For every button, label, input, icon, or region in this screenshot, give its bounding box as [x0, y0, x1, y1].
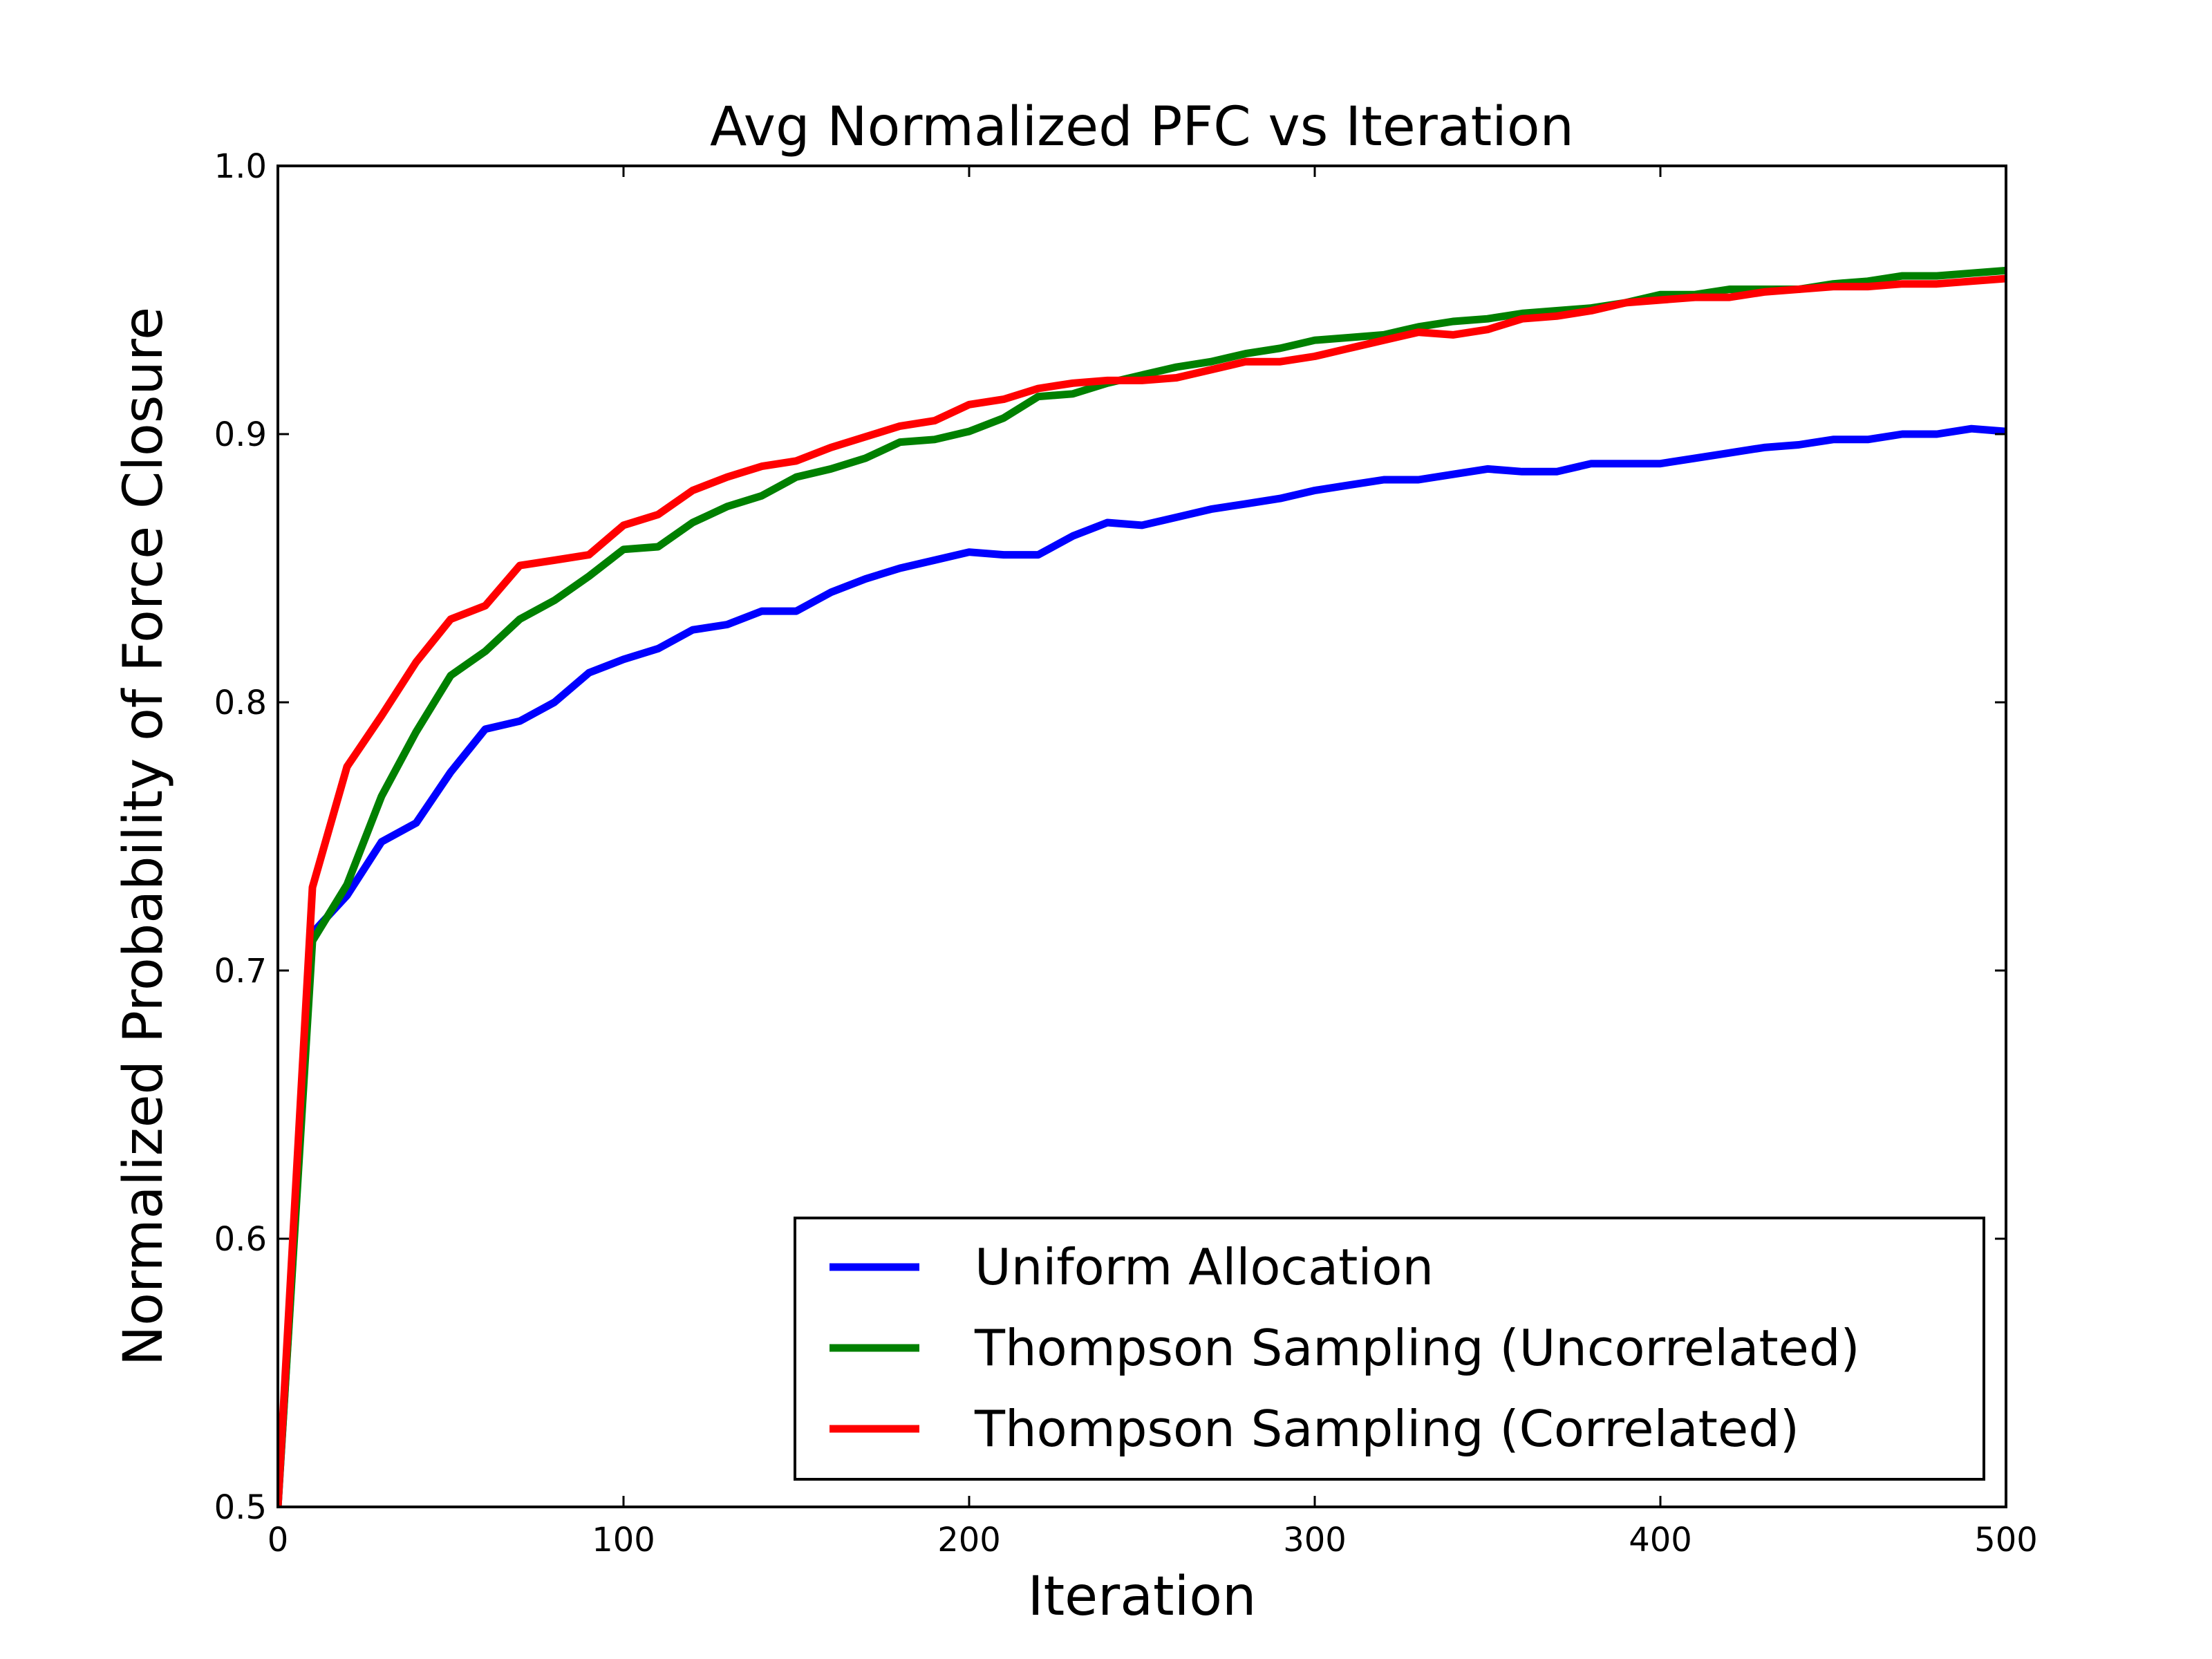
y-tick-label: 0.5 [214, 1488, 267, 1527]
x-tick-label: 100 [592, 1521, 655, 1559]
x-tick-label: 0 [268, 1521, 289, 1559]
series-line-3 [278, 274, 2006, 1507]
series-line-2 [278, 266, 2006, 1507]
legend: Uniform Allocation Thompson Sampling (Unc… [794, 1217, 1985, 1481]
legend-label-2: Thompson Sampling (Uncorrelated) [974, 1319, 1860, 1377]
legend-entries: Uniform Allocation Thompson Sampling (Unc… [830, 1238, 1860, 1458]
chart-title: Avg Normalized PFC vs Iteration [710, 96, 1574, 158]
ticks-layer: 0 100 200 300 400 500 0.5 0.6 0.7 0.8 0.9 1.0 [214, 147, 2038, 1559]
legend-label-3: Thompson Sampling (Correlated) [974, 1400, 1799, 1458]
x-tick-label: 300 [1283, 1521, 1347, 1559]
y-tick-label: 1.0 [214, 147, 267, 186]
x-tick-label: 200 [937, 1521, 1001, 1559]
y-tick-label: 0.6 [214, 1220, 267, 1259]
y-tick-label: 0.9 [214, 415, 267, 454]
x-axis-label: Iteration [1028, 1566, 1257, 1628]
series-line-1 [278, 424, 2006, 1507]
x-tick-label: 400 [1629, 1521, 1692, 1559]
series-layer [278, 266, 2006, 1507]
x-tick-label: 500 [1974, 1521, 2038, 1559]
y-tick-label: 0.8 [214, 684, 267, 722]
legend-label-1: Uniform Allocation [975, 1238, 1434, 1296]
y-axis-label: Normalized Probability of Force Closure [113, 307, 175, 1366]
plot-frame [276, 165, 2007, 1508]
legend-box [794, 1217, 1985, 1481]
y-tick-label: 0.7 [214, 952, 267, 991]
